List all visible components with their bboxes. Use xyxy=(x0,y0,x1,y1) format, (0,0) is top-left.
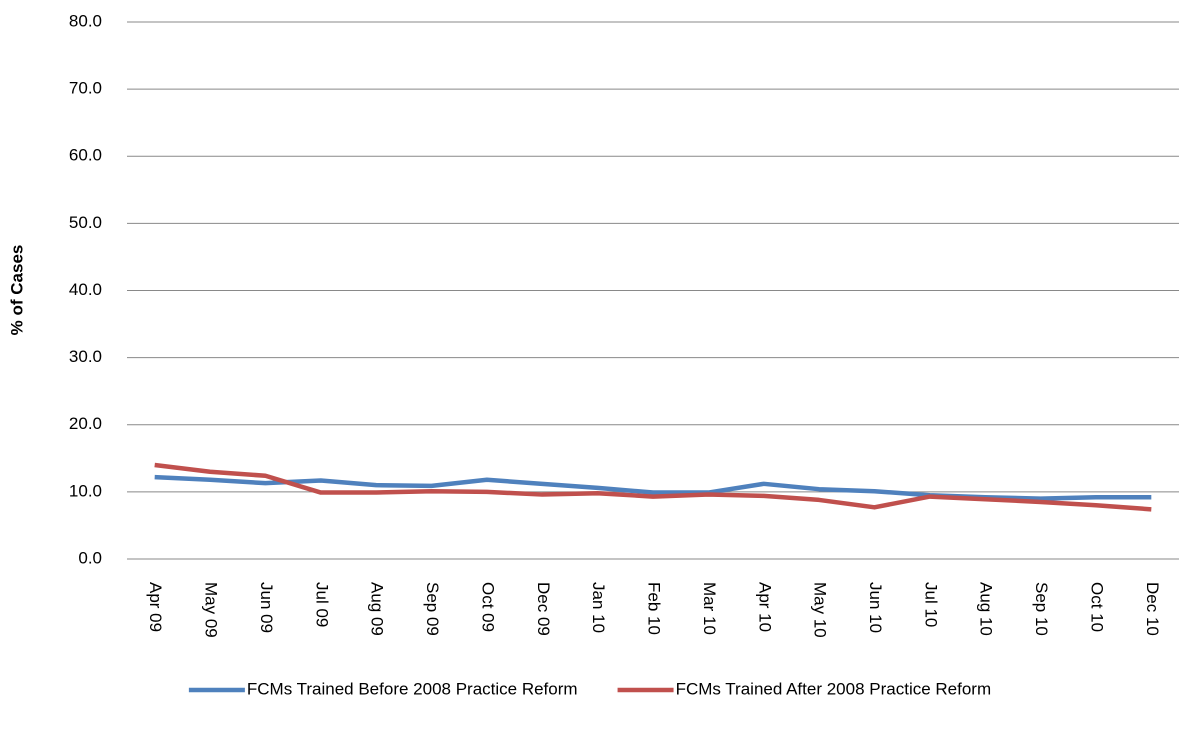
x-tick-label: Feb 10 xyxy=(645,582,664,635)
x-tick-label: Apr 09 xyxy=(146,582,165,632)
y-tick-label: 30.0 xyxy=(69,347,102,366)
y-tick-label: 40.0 xyxy=(69,280,102,299)
y-tick-label: 10.0 xyxy=(69,481,102,500)
y-tick-label: 80.0 xyxy=(69,11,102,30)
x-tick-label: Dec 10 xyxy=(1143,582,1162,636)
x-tick-label: Jul 09 xyxy=(312,582,331,627)
x-tick-label: Jun 09 xyxy=(257,582,276,633)
x-tick-label: Sep 09 xyxy=(423,582,442,636)
x-tick-label: Jul 10 xyxy=(921,582,940,627)
y-tick-label: 70.0 xyxy=(69,79,102,98)
x-tick-label: Oct 10 xyxy=(1087,582,1106,632)
x-tick-label: Aug 10 xyxy=(977,582,996,636)
x-tick-label: Mar 10 xyxy=(700,582,719,635)
x-tick-label: Jan 10 xyxy=(589,582,608,633)
x-tick-label: Oct 09 xyxy=(478,582,497,632)
y-tick-label: 20.0 xyxy=(69,414,102,433)
legend-label: FCMs Trained After 2008 Practice Reform xyxy=(676,679,992,698)
y-tick-label: 0.0 xyxy=(78,548,102,567)
x-tick-label: Aug 09 xyxy=(368,582,387,636)
x-tick-label: Jun 10 xyxy=(866,582,885,633)
x-tick-label: Sep 10 xyxy=(1032,582,1051,636)
series-line xyxy=(154,462,1152,512)
x-tick-label: May 09 xyxy=(202,582,221,638)
x-tick-label: May 10 xyxy=(811,582,830,638)
y-tick-label: 50.0 xyxy=(69,213,102,232)
x-tick-label: Dec 09 xyxy=(534,582,553,636)
y-axis-label: % of Cases xyxy=(7,245,26,336)
legend-label: FCMs Trained Before 2008 Practice Reform xyxy=(247,679,578,698)
x-tick-label: Apr 10 xyxy=(755,582,774,632)
y-tick-label: 60.0 xyxy=(69,146,102,165)
